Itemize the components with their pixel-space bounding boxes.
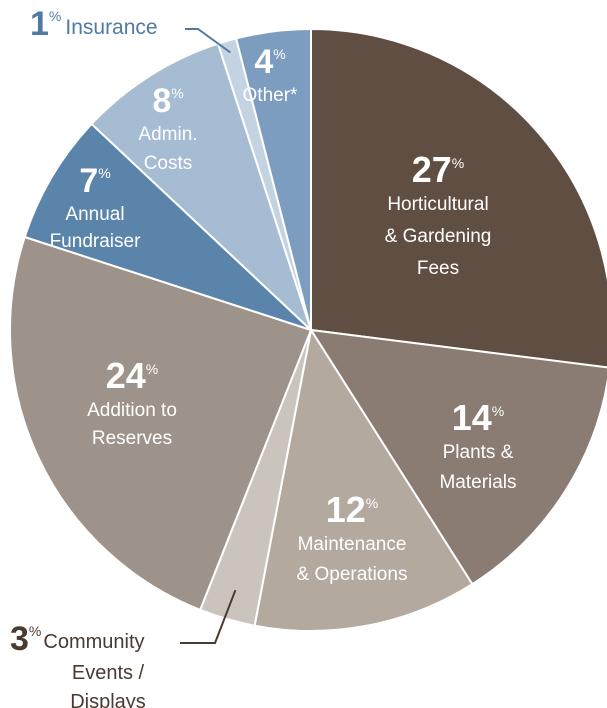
slice-text-plants-materials-line-1: Plants & — [443, 442, 514, 463]
slice-percent-sign: % — [98, 165, 110, 181]
slice-text-annual-fundraiser-line-2: Fundraiser — [50, 231, 141, 252]
leader-line-insurance — [185, 28, 231, 54]
slice-text-addition-to-reserves-line-2: Reserves — [92, 428, 172, 449]
slice-labels: 27%Horticultural& GardeningFees14%Plants… — [10, 5, 517, 708]
slice-text-horticultural-gardening-fees-line-2: & Gardening — [385, 226, 492, 247]
slice-value-maintenance-operations: 12% — [326, 489, 379, 530]
slice-text-maintenance-operations-line-2: & Operations — [297, 564, 408, 585]
slice-percent-sign: % — [492, 403, 504, 419]
pie-slice-plants-materials — [310, 329, 607, 586]
slice-value-horticultural-gardening-fees: 27% — [412, 149, 465, 190]
slice-text-community-events-displays-line-2: Events / — [72, 662, 145, 684]
pie-slice-other — [235, 28, 312, 331]
pie-slice-maintenance-operations — [253, 329, 474, 632]
slice-value-admin-costs: 8% — [152, 82, 183, 120]
slice-percent-sign: % — [29, 623, 41, 639]
slice-percent-sign: % — [171, 85, 183, 101]
slice-value-addition-to-reserves: 24% — [106, 355, 159, 396]
slice-percent-sign: % — [452, 155, 464, 171]
pie-slice-admin-costs — [90, 42, 312, 331]
pie-slice-horticultural-gardening-fees — [310, 28, 607, 369]
slice-text-annual-fundraiser-line-1: Annual — [65, 204, 124, 225]
pie-slice-addition-to-reserves — [9, 235, 312, 611]
slice-text-horticultural-gardening-fees-line-1: Horticultural — [387, 194, 488, 215]
slice-text-addition-to-reserves-line-1: Addition to — [87, 400, 177, 421]
slice-value-community-events-displays: 3 — [10, 620, 29, 658]
slice-text-other-line-1: Other* — [243, 85, 299, 106]
slice-text-community-events-displays: Community — [43, 631, 144, 653]
slice-percent-sign: % — [273, 46, 285, 62]
slice-percent-sign: % — [366, 495, 378, 511]
slice-value-other: 4% — [254, 43, 285, 81]
pie-slice-annual-fundraiser — [23, 122, 312, 331]
slice-text-horticultural-gardening-fees-line-3: Fees — [417, 258, 459, 279]
slice-text-admin-costs-line-1: Admin. — [138, 124, 197, 145]
pie-slices — [9, 28, 607, 632]
slice-value-plants-materials: 14% — [452, 397, 505, 438]
slice-percent-sign: % — [49, 8, 61, 24]
leader-line-community-events-displays — [180, 589, 237, 644]
leader-lines — [180, 28, 237, 644]
slice-label-insurance: 1% Insurance — [30, 5, 158, 43]
slice-text-plants-materials-line-2: Materials — [439, 472, 516, 493]
slice-label-community-events-displays: 3% Community — [10, 620, 145, 658]
slice-text-admin-costs-line-2: Costs — [144, 153, 193, 174]
slice-value-insurance: 1 — [30, 5, 49, 43]
slice-text-insurance: Insurance — [65, 16, 157, 39]
slice-percent-sign: % — [146, 361, 158, 377]
slice-text-maintenance-operations-line-1: Maintenance — [298, 534, 407, 555]
slice-text-community-events-displays-line-3: Displays — [70, 691, 146, 708]
slice-value-annual-fundraiser: 7% — [79, 162, 110, 200]
